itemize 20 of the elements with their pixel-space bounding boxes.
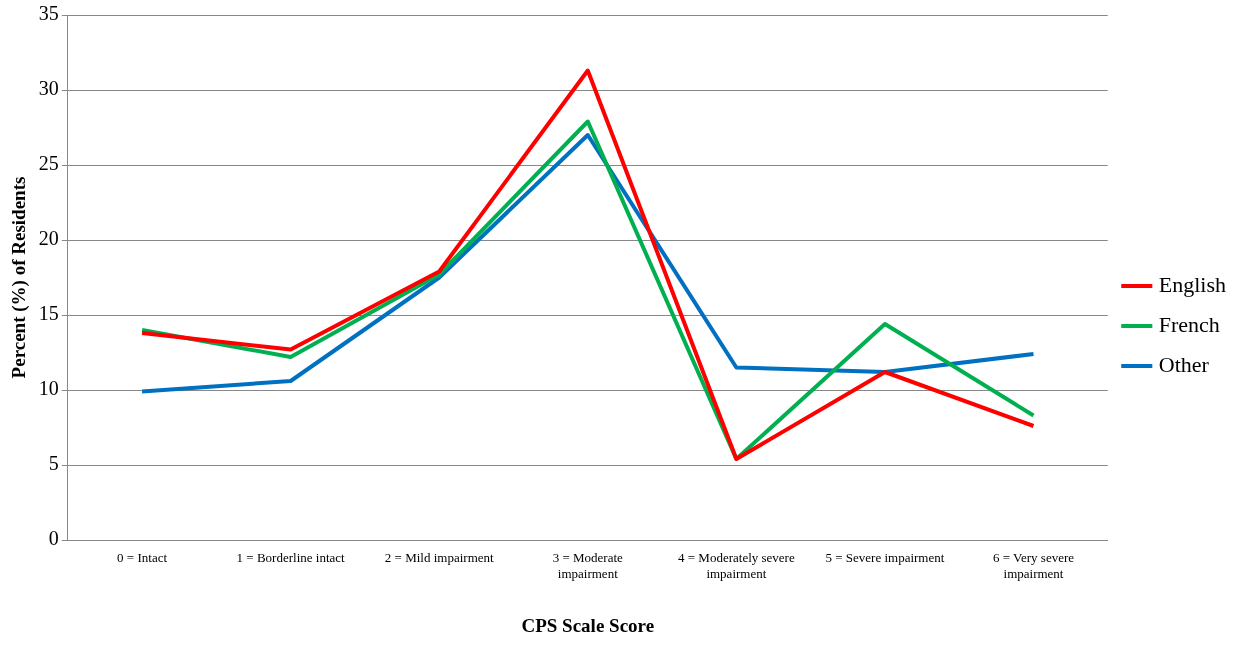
x-tick-label: 3 = Moderate impairment [552,550,624,581]
legend-label: French [1158,311,1220,337]
y-tick-label: 35 [38,2,59,25]
y-tick-label: 20 [38,227,59,250]
x-tick-label: 1 = Borderline intact [236,550,346,566]
x-tick-label: 5 = Severe impairment [825,550,945,566]
y-tick-label: 25 [38,152,59,175]
y-tick-label: 10 [38,377,59,400]
y-tick-label: 0 [48,527,59,550]
x-tick-label: 2 = Mild impairment [384,550,494,566]
x-tick-label: 0 = Intact [117,550,168,566]
y-tick-label: 30 [38,77,59,100]
x-axis-title: CPS Scale Score [521,614,655,636]
y-tick-label: 5 [48,452,59,475]
legend-label: English [1158,271,1227,297]
x-tick-label: 4 = Moderately severe impairment [678,550,795,581]
x-tick-label: 6 = Very severe impairment [992,550,1075,581]
y-tick-label: 15 [38,302,59,325]
y-axis-title: Percent (%) of Residents [8,176,31,379]
legend-label: Other [1158,351,1210,377]
